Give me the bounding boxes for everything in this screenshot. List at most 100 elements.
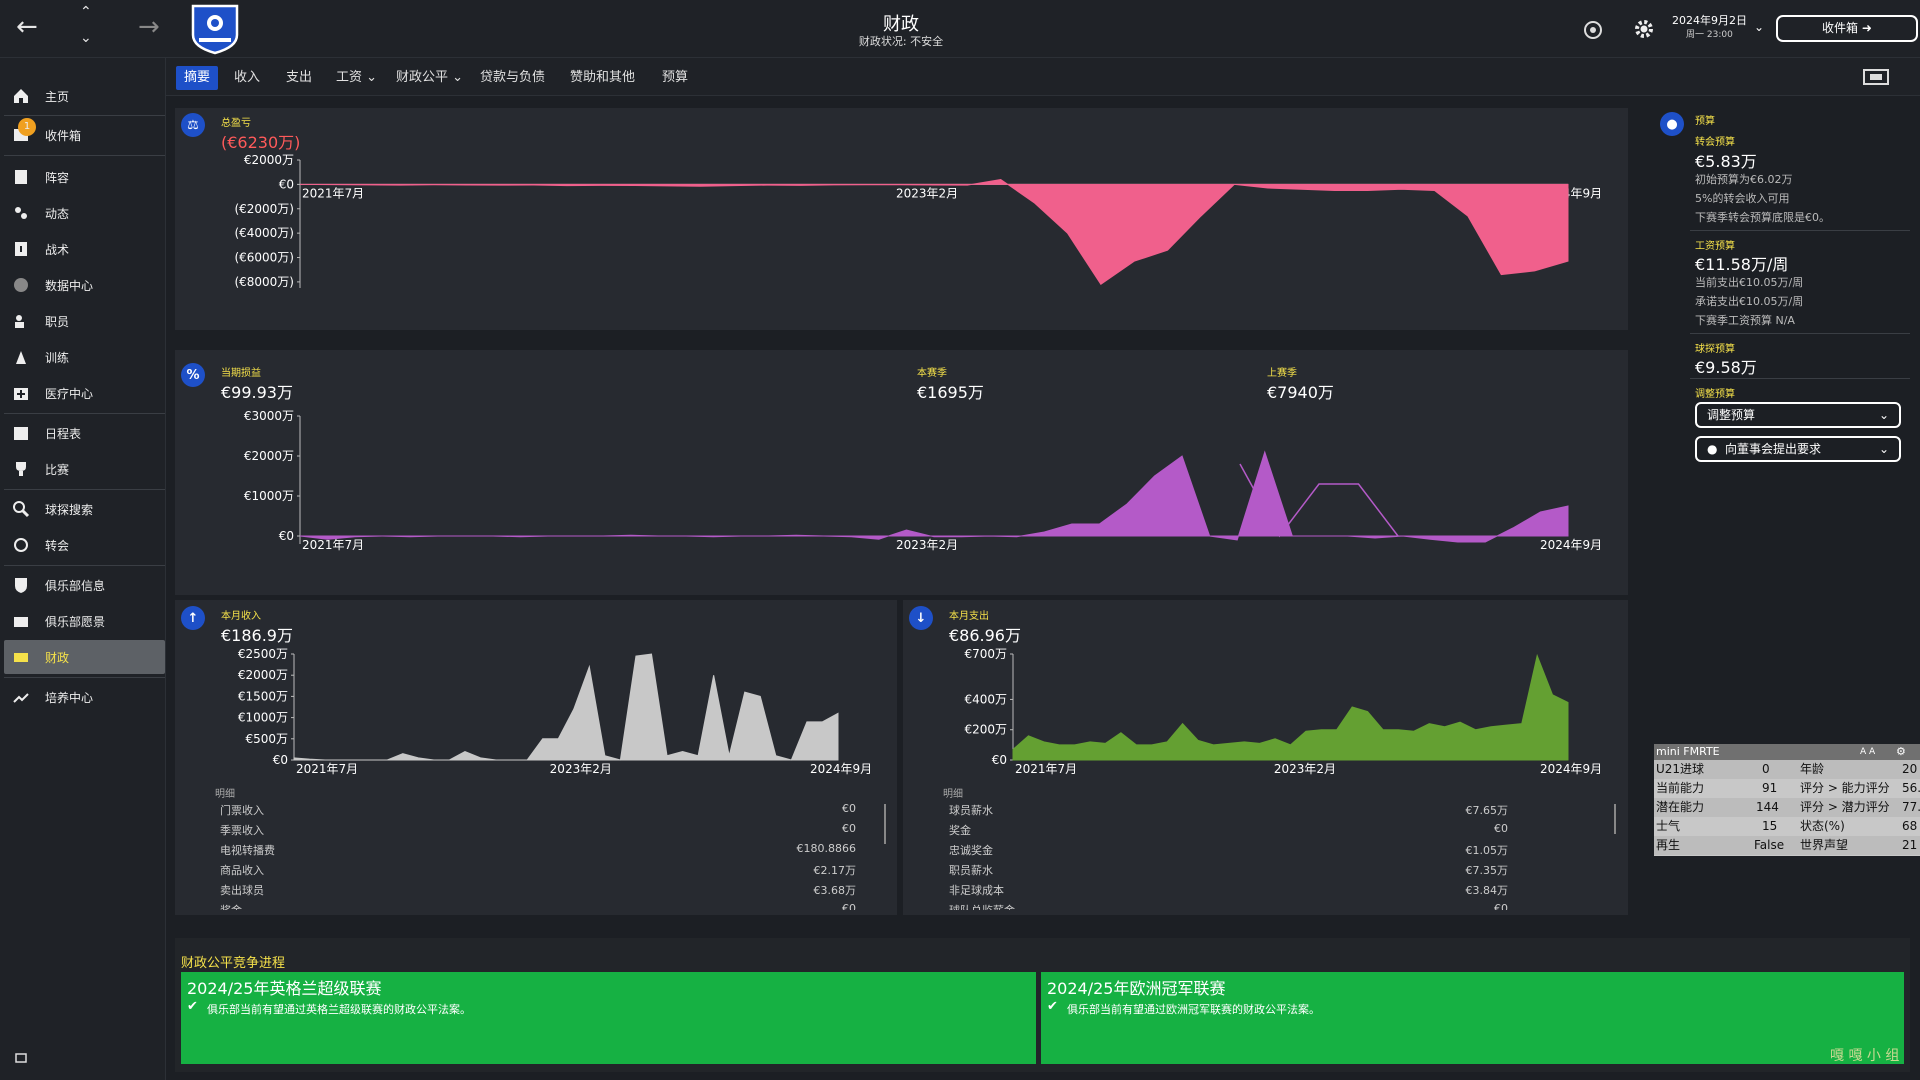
- expense-row-name: 奖金: [949, 824, 971, 837]
- last-season-label: 上赛季: [1267, 368, 1297, 379]
- y-tick-label: €2000万: [244, 449, 294, 463]
- income-row-name: 门票收入: [220, 804, 264, 817]
- income-row-name: 商品收入: [220, 864, 264, 877]
- x-tick-label: 2023年2月: [1274, 762, 1336, 776]
- chevron-down-icon[interactable]: ⌄: [80, 30, 92, 46]
- tab-loans[interactable]: 贷款与负债: [480, 70, 546, 85]
- sidebar-item-schedule[interactable]: 日程表: [4, 416, 165, 450]
- x-tick-label: 2023年2月: [550, 762, 612, 776]
- chevron-up-icon[interactable]: ⌃: [80, 4, 92, 20]
- y-tick-label: €700万: [964, 647, 1007, 661]
- finances-icon: [14, 653, 28, 662]
- y-tick-label: €0: [273, 753, 288, 767]
- game-date[interactable]: 2024年9月2日 周一 23:00: [1672, 14, 1747, 42]
- gear-icon[interactable]: ⚙: [1896, 745, 1906, 758]
- y-tick-label: €500万: [245, 732, 288, 746]
- sidebar-item-home[interactable]: 主页: [4, 79, 165, 113]
- board-request-dropdown[interactable]: ● 向董事会提出要求 ⌄: [1695, 436, 1901, 462]
- x-tick-label: 2024年9月: [1540, 538, 1602, 552]
- ffp-heading: 2024/25年欧洲冠军联赛: [1047, 979, 1226, 998]
- mini-fmrte-widget[interactable]: mini FMRTE A A ⚙ U21进球 0 年龄 20 当前能力 91 评分 > 能力评…: [1654, 744, 1920, 856]
- sidebar-item-label: 主页: [45, 90, 70, 104]
- data-hub-icon: [14, 278, 28, 292]
- cell: 21: [1902, 838, 1918, 852]
- x-tick-label: 2024年9月: [1540, 762, 1602, 776]
- wage-note: 当前支出€10.05万/周: [1695, 276, 1804, 289]
- transfer-note: 初始预算为€6.02万: [1695, 173, 1793, 186]
- sidebar-item-club-vision[interactable]: 俱乐部愿景: [4, 604, 165, 638]
- collapse-sidebar-icon[interactable]: [15, 1053, 27, 1063]
- forward-arrow-icon[interactable]: →: [138, 12, 160, 42]
- sidebar-item-scouting[interactable]: 球探搜索: [4, 492, 165, 526]
- date-chevron-icon[interactable]: ⌄: [1754, 20, 1765, 34]
- scrollbar[interactable]: [1614, 804, 1616, 834]
- expense-row-name: 球员薪水: [949, 804, 993, 817]
- x-tick-label: 2021年7月: [302, 538, 364, 552]
- adjust-budget-dropdown[interactable]: 调整预算 ⌄: [1695, 402, 1901, 428]
- tab-budget[interactable]: 预算: [662, 70, 689, 85]
- season-label: 本赛季: [917, 368, 947, 379]
- expense-detail-list[interactable]: 球员薪水 €7.65万 奖金 €0 忠诚奖金 €1.05万 职员薪水 €7.35万 非足…: [904, 796, 1616, 910]
- sidebar-item-finances[interactable]: 财政: [4, 640, 165, 674]
- percent-icon: %: [181, 363, 205, 387]
- cell: 20: [1902, 762, 1918, 776]
- income-detail-list[interactable]: 门票收入 €0 季票收入 €0 电视转播费 €180.8866 商品收入 €2.17万 …: [176, 796, 886, 910]
- font-size-control[interactable]: A A: [1860, 747, 1876, 757]
- tab-bar: 摘要 收入 支出 工资 ⌄ 财政公平 ⌄ 贷款与负债 赞助和其他 预算: [166, 58, 1920, 96]
- x-tick-label: 2024年9月: [810, 762, 872, 776]
- tab-summary[interactable]: 摘要: [176, 66, 219, 90]
- sidebar-item-label: 转会: [45, 539, 70, 553]
- tab-sponsorship[interactable]: 赞助和其他: [570, 70, 636, 85]
- area-series: [299, 178, 1569, 286]
- medical-icon: [14, 388, 28, 400]
- sidebar-item-squad[interactable]: 阵容: [4, 160, 165, 194]
- sidebar-divider: [4, 677, 165, 678]
- sidebar-item-dynamics[interactable]: 动态: [4, 196, 165, 230]
- tab-expenses[interactable]: 支出: [286, 70, 313, 85]
- y-tick-label: €3000万: [244, 409, 294, 423]
- mini-title: mini FMRTE: [1656, 745, 1720, 758]
- y-tick-label: €200万: [964, 723, 1007, 737]
- tab-income[interactable]: 收入: [234, 70, 261, 85]
- season-value: €1695万: [917, 383, 984, 402]
- cell: 77.: [1902, 800, 1920, 814]
- ball-icon[interactable]: [1583, 20, 1603, 40]
- tab-wages[interactable]: 工资 ⌄: [336, 70, 378, 85]
- scrollbar[interactable]: [884, 804, 886, 844]
- cell: 144: [1756, 800, 1779, 814]
- dropdown-label: 向董事会提出要求: [1725, 442, 1822, 456]
- tab-ffp[interactable]: 财政公平 ⌄: [396, 70, 464, 85]
- sidebar-item-label: 球探搜索: [45, 503, 94, 517]
- balance-scale-icon: ⚖: [181, 113, 205, 137]
- sidebar-item-inbox[interactable]: 1 收件箱: [4, 118, 165, 152]
- layout-toggle-icon[interactable]: [1862, 67, 1890, 87]
- back-arrow-icon[interactable]: ←: [16, 12, 38, 42]
- x-tick-label: 2021年7月: [296, 762, 358, 776]
- cell: 士气: [1656, 819, 1681, 833]
- y-tick-label: €2500万: [238, 647, 288, 661]
- cell: False: [1754, 838, 1785, 852]
- gear-icon[interactable]: [1633, 18, 1655, 40]
- check-icon: ✔: [187, 999, 198, 1014]
- sidebar-item-transfers[interactable]: 转会: [4, 528, 165, 562]
- sidebar-item-staff[interactable]: 职员: [4, 304, 165, 338]
- sidebar-item-data-hub[interactable]: 数据中心: [4, 268, 165, 302]
- income-row-value: €180.8866: [796, 842, 857, 855]
- club-vision-icon: [14, 617, 28, 627]
- current-pl-panel: [175, 350, 1628, 595]
- sidebar-item-medical[interactable]: 医疗中心: [4, 376, 165, 410]
- sidebar-item-club-info[interactable]: 俱乐部信息: [4, 568, 165, 602]
- club-crest-icon[interactable]: [190, 3, 240, 55]
- area-series: [1012, 653, 1569, 761]
- sidebar-item-development[interactable]: 培养中心: [4, 680, 165, 714]
- area-series: [293, 653, 839, 761]
- sidebar-item-training[interactable]: 训练: [4, 340, 165, 374]
- expense-row-name: 球队总监薪金: [949, 902, 1015, 910]
- squad-icon: [15, 170, 27, 184]
- staff-icon: [15, 315, 24, 328]
- inbox-continue-button[interactable]: 收件箱 ➜: [1776, 15, 1918, 42]
- sidebar-item-tactics[interactable]: 战术: [4, 232, 165, 266]
- sidebar-item-label: 动态: [45, 207, 70, 221]
- adjust-budget-label: 调整预算: [1695, 389, 1735, 400]
- sidebar-item-competitions[interactable]: 比赛: [4, 452, 165, 486]
